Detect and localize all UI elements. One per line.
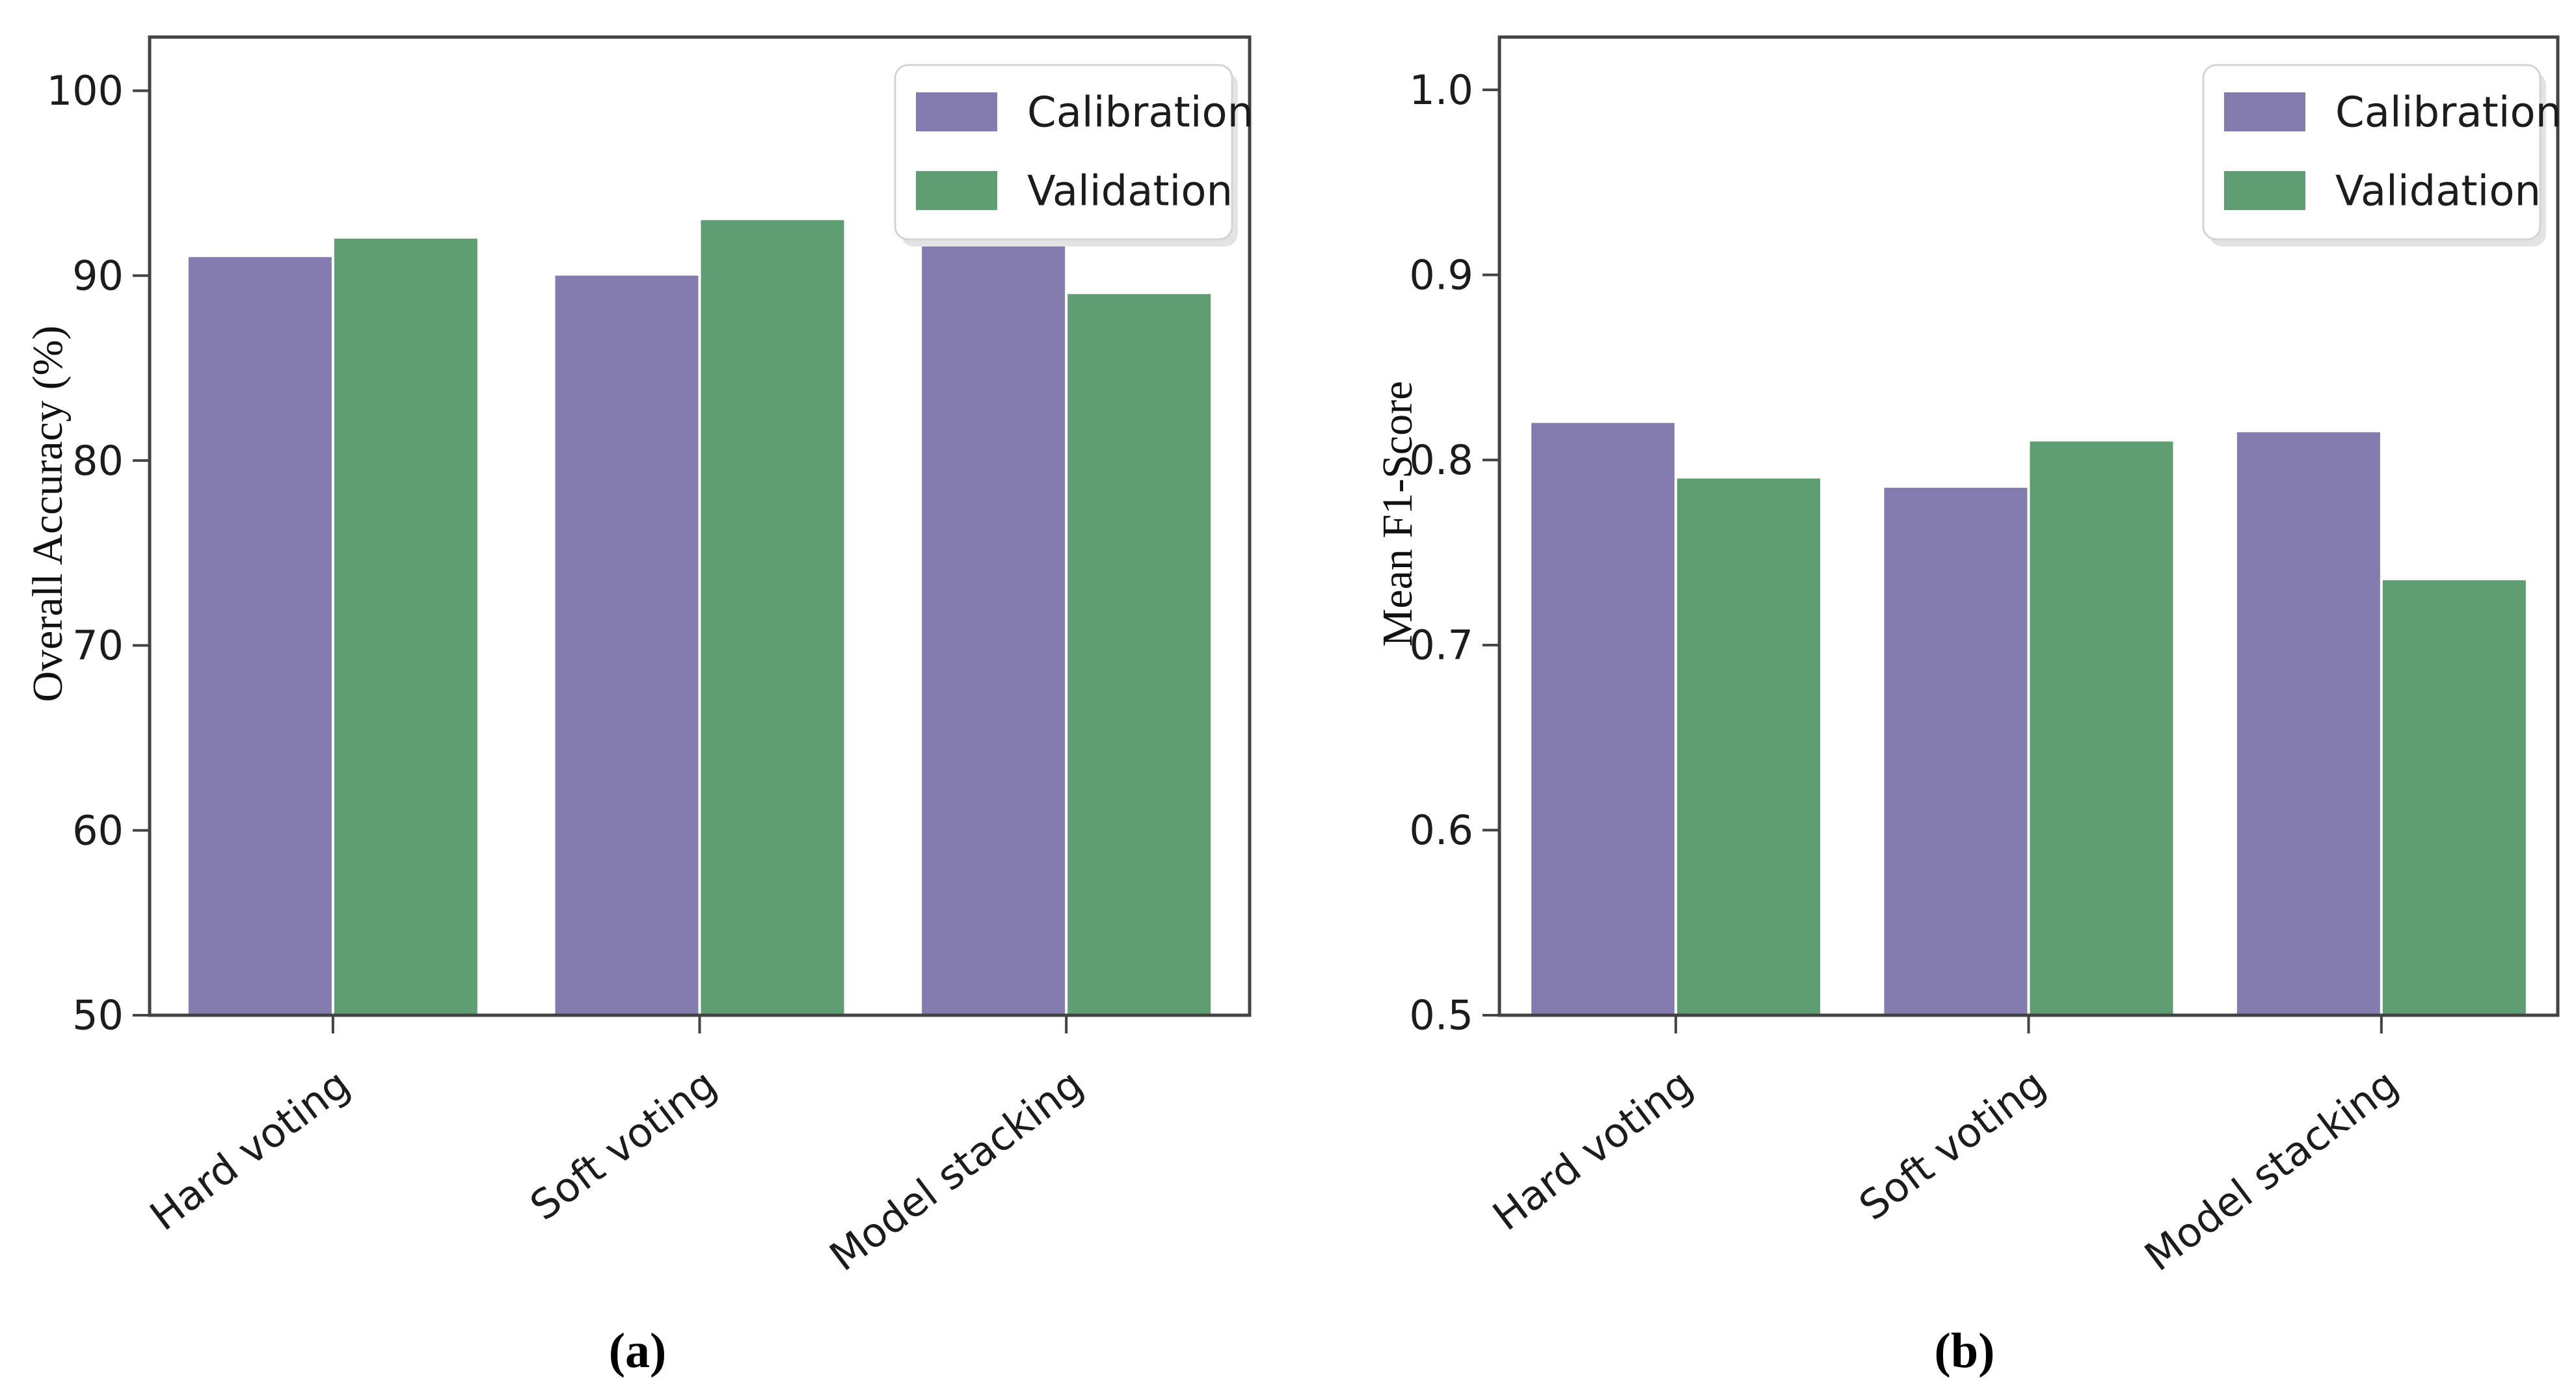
legend-swatch-calibration [916,92,997,131]
bar-calibration-hard-voting-a [188,257,332,1017]
y-tick-label-a: 80 [72,437,124,485]
bar-calibration-hard-voting-b [1531,423,1675,1017]
bar-validation-model-stacking-b [2382,580,2526,1017]
y-axis-label-b: Mean F1-Score [1374,381,1421,647]
legend-swatch-validation [916,171,997,210]
y-tick-label-b: 0.5 [1409,992,1473,1039]
y-tick-label-a: 60 [72,806,124,854]
y-tick-label-b: 0.7 [1409,622,1473,669]
legend-swatch-calibration [2224,92,2305,131]
caption-b: (b) [1935,1324,1995,1378]
y-tick-label-a: 70 [72,622,124,669]
bar-calibration-model-stacking-a [922,238,1066,1017]
legend-swatch-validation [2224,171,2305,210]
bar-validation-hard-voting-a [334,238,477,1017]
bar-validation-soft-voting-b [2030,441,2173,1017]
legend-label-calibration: Calibration [1027,88,1254,137]
y-tick-label-a: 50 [72,992,124,1039]
y-tick-label-b: 0.8 [1409,436,1473,484]
y-axis-label-a: Overall Accuracy (%) [24,325,72,702]
legend-a: Calibration Validation [894,64,1254,246]
bar-validation-soft-voting-a [701,220,844,1017]
bar-calibration-model-stacking-b [2236,432,2380,1017]
bar-validation-model-stacking-a [1067,294,1211,1017]
y-tick-label-b: 0.6 [1409,806,1473,854]
legend-b: Calibration Validation [2202,64,2562,246]
bar-calibration-soft-voting-b [1884,487,2028,1017]
bar-validation-hard-voting-b [1677,478,1821,1017]
caption-a: (a) [609,1324,667,1378]
bar-calibration-soft-voting-a [555,275,699,1017]
y-tick-label-b: 0.9 [1409,251,1473,299]
axes-box-a [148,35,1252,1017]
y-tick-label-a: 100 [47,67,124,114]
legend-label-calibration: Calibration [2335,88,2562,137]
y-tick-label-b: 1.0 [1409,66,1473,114]
legend-label-validation: Validation [2335,167,2541,215]
legend-label-validation: Validation [1027,167,1233,215]
y-tick-label-a: 90 [72,252,124,299]
axes-box-b [1497,35,2560,1017]
